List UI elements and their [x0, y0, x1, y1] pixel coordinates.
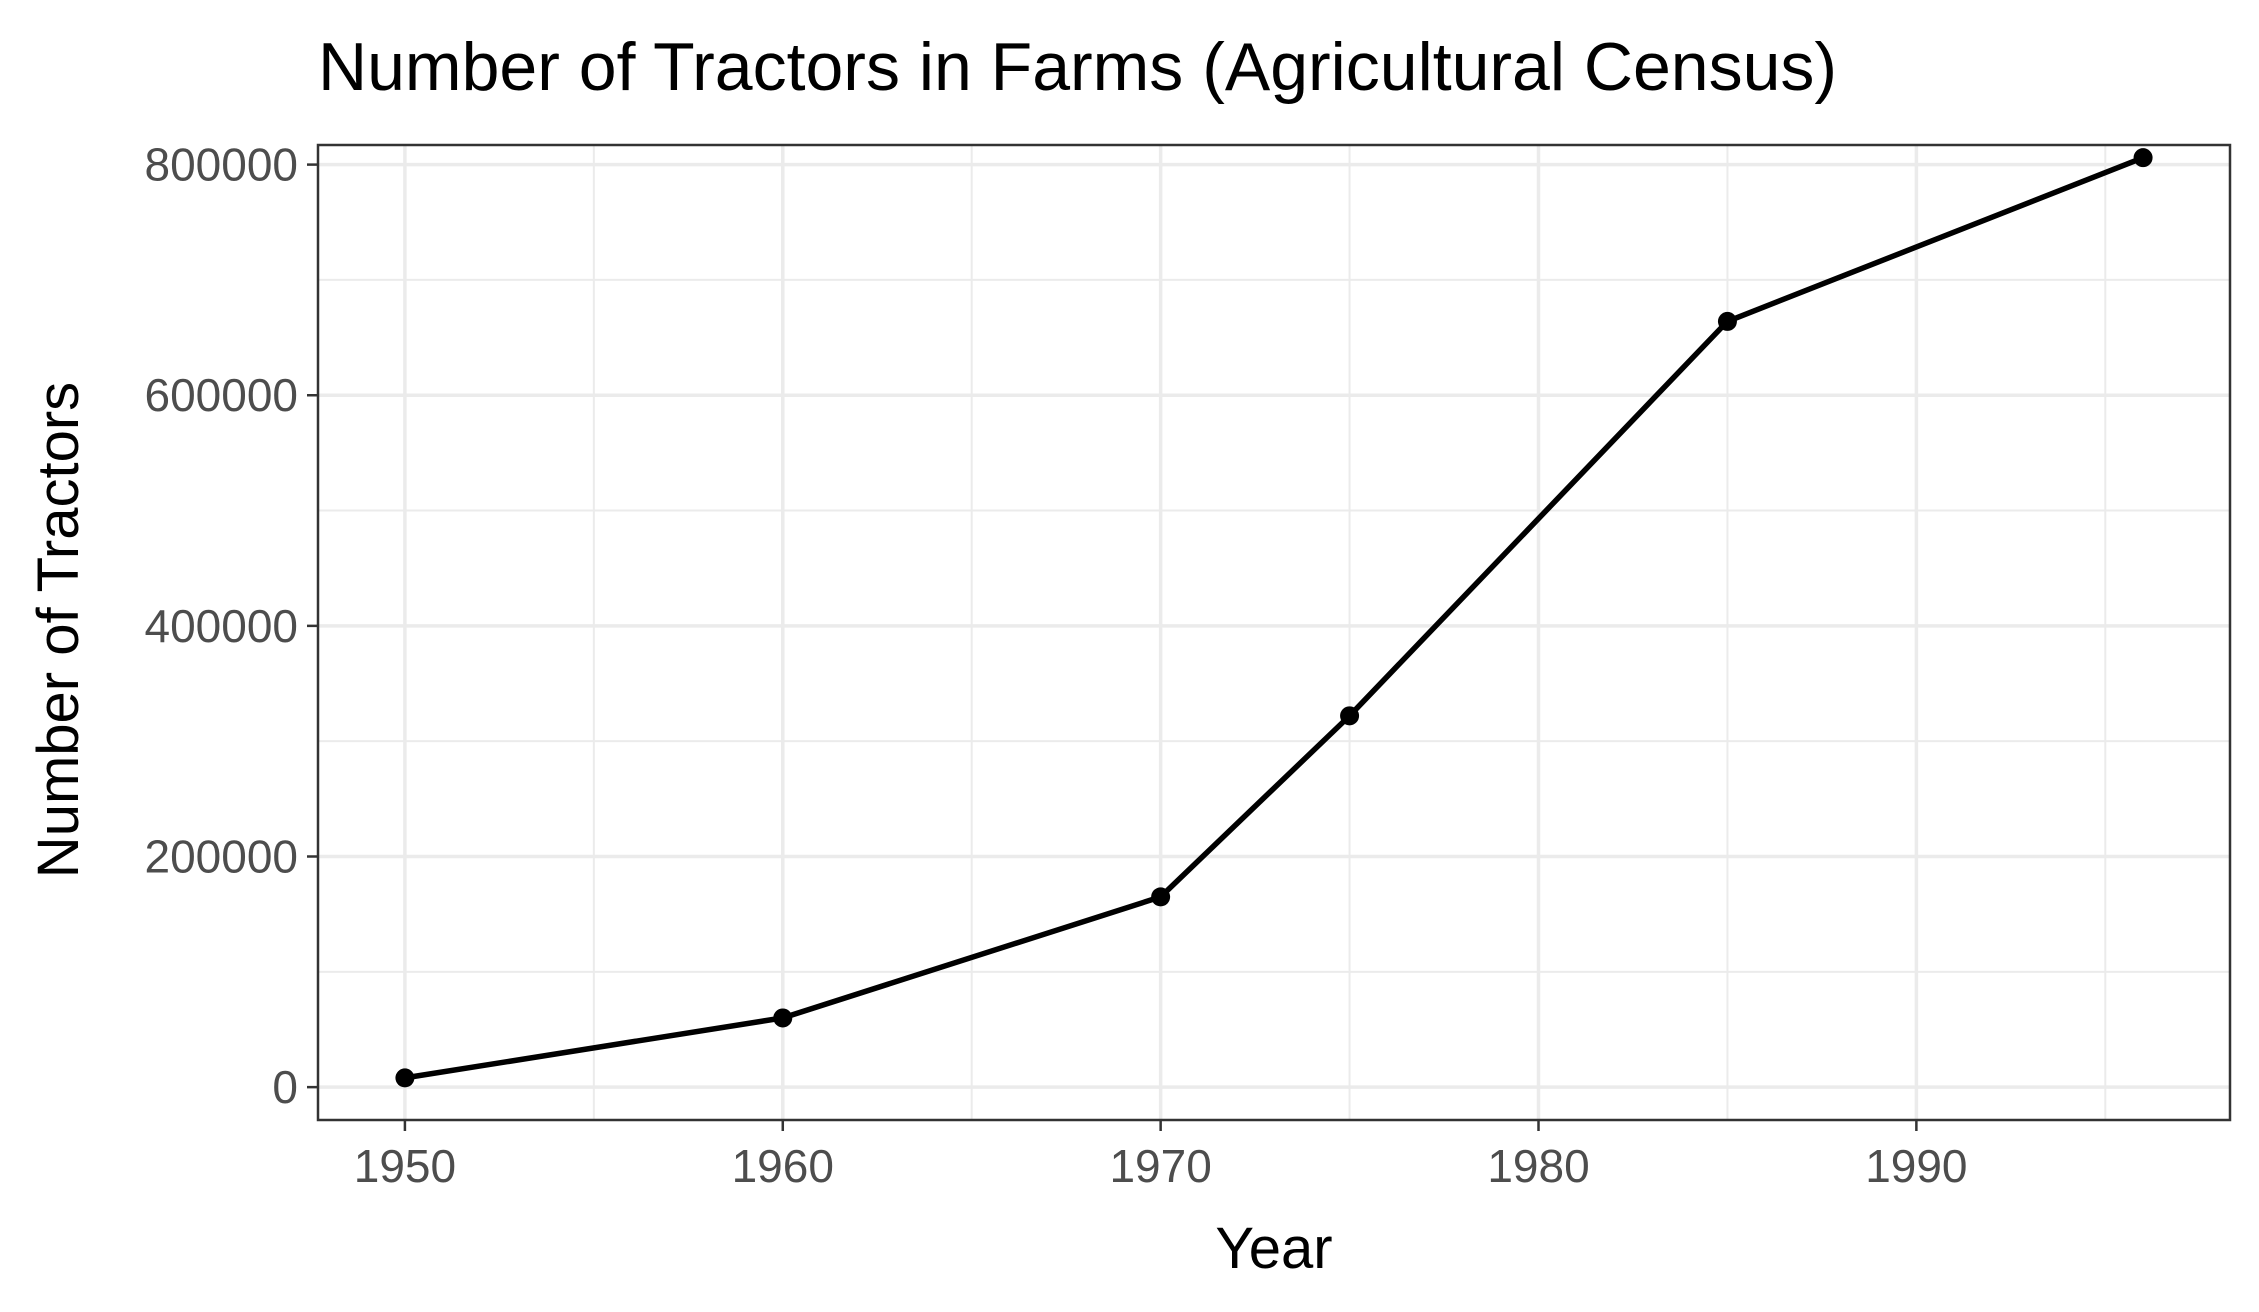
panel-border [316, 143, 2232, 1122]
y-tick-label: 0 [272, 1061, 298, 1113]
minor-gridlines [318, 145, 2230, 1120]
major-gridlines [318, 145, 2230, 1120]
y-tick-label: 400000 [145, 600, 299, 652]
x-tick-labels: 1950 1960 1970 1980 1990 [354, 1140, 1968, 1192]
x-axis-title: Year [1215, 1216, 1332, 1281]
data-point [2133, 148, 2153, 168]
y-axis-title: Number of Tractors [26, 382, 91, 878]
x-tick-label: 1980 [1487, 1140, 1589, 1192]
x-tick-label: 1960 [732, 1140, 834, 1192]
y-tick-labels: 0 200000 400000 600000 800000 [145, 139, 299, 1114]
data-point [395, 1068, 415, 1088]
data-point [1717, 311, 1737, 331]
chart-title: Number of Tractors in Farms (Agricultura… [318, 29, 1837, 105]
x-tick-label: 1950 [354, 1140, 456, 1192]
data-point [1151, 887, 1171, 907]
y-tick-label: 800000 [145, 139, 299, 191]
series-line [402, 154, 2146, 1081]
axis-ticks [307, 163, 1918, 1131]
y-tick-label: 600000 [145, 369, 299, 421]
x-tick-label: 1990 [1865, 1140, 1967, 1192]
series-layer [395, 148, 2153, 1088]
data-point [773, 1008, 793, 1028]
y-tick-label: 200000 [145, 831, 299, 883]
data-point [1340, 706, 1360, 726]
x-tick-label: 1970 [1109, 1140, 1211, 1192]
